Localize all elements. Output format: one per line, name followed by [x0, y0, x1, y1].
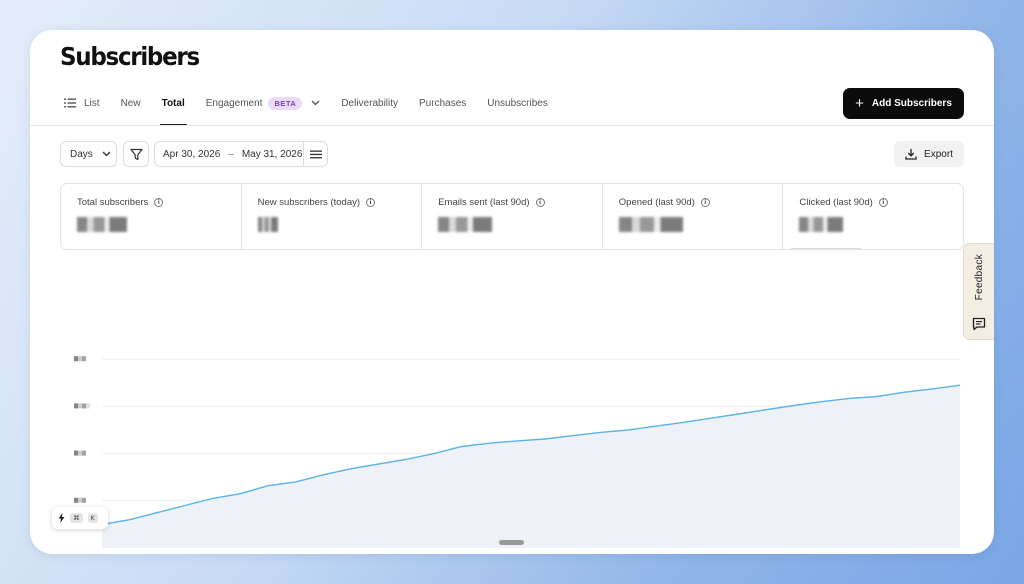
stat-clicked: Clicked (last 90d) i	[783, 184, 963, 249]
y-tick-label-blurred	[74, 356, 86, 362]
stat-label: New subscribers (today)	[257, 197, 361, 208]
date-separator: –	[228, 148, 234, 160]
stat-total-subscribers: Total subscribers i	[61, 184, 242, 249]
stat-label: Opened (last 90d)	[618, 197, 695, 208]
stat-value-blurred	[618, 217, 683, 232]
add-subscribers-label: Add Subscribers	[871, 98, 952, 109]
stat-value-blurred	[799, 217, 844, 232]
download-icon	[905, 149, 917, 160]
k-key: K	[87, 513, 98, 523]
stat-value-blurred	[257, 217, 278, 232]
export-label: Export	[924, 148, 953, 160]
series-line	[101, 384, 961, 526]
subscribers-chart: Apr 30, 2026May 03, 2026May 06, 2026May …	[74, 356, 961, 548]
info-icon[interactable]: i	[878, 198, 888, 207]
stat-emails-sent: Emails sent (last 90d) i	[422, 184, 603, 249]
subscribers-card: Subscribers List New Total Engagement BE…	[30, 30, 994, 554]
chat-icon	[972, 317, 986, 331]
info-icon[interactable]: i	[366, 198, 376, 207]
scroll-handle[interactable]	[499, 540, 524, 545]
page-title: Subscribers	[60, 42, 200, 71]
tab-bar: List New Total Engagement BETA Deliverab…	[64, 92, 569, 126]
menu-icon	[309, 150, 322, 158]
info-icon[interactable]: i	[154, 198, 164, 207]
chevron-down-icon	[311, 100, 320, 106]
command-palette-shortcut[interactable]: ⌘ K	[52, 507, 108, 529]
tab-purchases[interactable]: Purchases	[419, 92, 466, 114]
lightning-icon	[58, 513, 65, 523]
tab-unsubscribes[interactable]: Unsubscribes	[487, 92, 548, 114]
add-subscribers-button[interactable]: + Add Subscribers	[843, 88, 964, 119]
tab-engagement-label: Engagement	[205, 97, 263, 109]
export-button[interactable]: Export	[894, 141, 964, 167]
feedback-label: Feedback	[973, 254, 985, 301]
series-area	[102, 385, 960, 548]
interval-select[interactable]: Days	[60, 141, 117, 167]
tab-purchases-label: Purchases	[419, 97, 467, 109]
header-divider	[30, 125, 994, 126]
filter-button[interactable]	[123, 141, 149, 167]
tab-new-label: New	[120, 97, 141, 109]
stat-value-blurred	[77, 217, 127, 232]
date-start[interactable]: Apr 30, 2026	[163, 148, 221, 160]
plus-icon: +	[855, 95, 864, 112]
stat-new-subscribers: New subscribers (today) i	[242, 184, 423, 249]
tab-total[interactable]: Total	[159, 92, 187, 126]
stat-underline	[791, 248, 862, 249]
tab-new[interactable]: New	[121, 92, 141, 114]
tab-unsubscribes-label: Unsubscribes	[487, 97, 548, 109]
y-tick-label-blurred	[74, 497, 86, 503]
info-icon[interactable]: i	[700, 198, 710, 207]
date-presets-button[interactable]	[303, 142, 327, 166]
tab-deliverability-label: Deliverability	[341, 97, 399, 109]
beta-badge: BETA	[268, 96, 303, 110]
cmd-key: ⌘	[70, 513, 83, 523]
stat-value-blurred	[438, 217, 493, 232]
tab-engagement[interactable]: Engagement BETA	[206, 92, 321, 114]
list-icon	[64, 98, 76, 108]
feedback-tab[interactable]: Feedback	[963, 243, 994, 340]
stat-label: Clicked (last 90d)	[799, 197, 873, 208]
interval-value: Days	[70, 148, 93, 160]
date-range-picker: Apr 30, 2026 – May 31, 2026	[154, 141, 328, 167]
date-end[interactable]: May 31, 2026	[241, 148, 303, 160]
tab-list[interactable]: List	[64, 92, 100, 114]
stat-label: Total subscribers	[77, 197, 149, 208]
filter-icon	[129, 148, 143, 160]
y-tick-label-blurred	[74, 403, 90, 409]
stats-row: Total subscribers i New subscribers (tod…	[60, 183, 964, 250]
chevron-down-icon	[102, 151, 111, 157]
tab-list-label: List	[84, 97, 100, 109]
tab-deliverability[interactable]: Deliverability	[341, 92, 398, 114]
info-icon[interactable]: i	[535, 198, 545, 207]
stat-opened: Opened (last 90d) i	[603, 184, 784, 249]
y-tick-label-blurred	[74, 450, 86, 456]
stat-label: Emails sent (last 90d)	[438, 197, 530, 208]
tab-total-label: Total	[161, 97, 185, 109]
